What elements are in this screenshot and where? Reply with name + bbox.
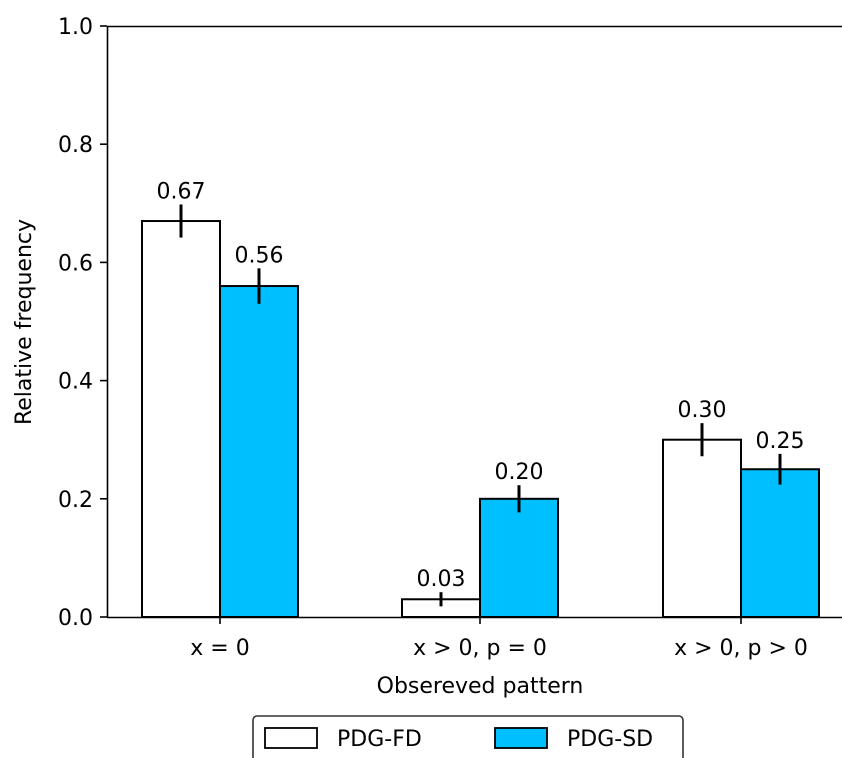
error-bars-layer <box>179 204 782 607</box>
y-tick-label-2: 0.4 <box>58 370 93 395</box>
legend-box <box>252 715 684 758</box>
y-ticks-layer: 0.0 0.2 0.4 0.6 0.8 1.0 <box>58 15 107 631</box>
bar-pdg-fd-0 <box>141 220 221 618</box>
data-label-pdg-sd-2: 0.25 <box>756 429 805 454</box>
y-tick-label-3: 0.6 <box>58 251 93 276</box>
y-tick-label-4: 0.8 <box>58 133 93 158</box>
bar-pdg-sd-0 <box>219 285 299 618</box>
legend-label-pdg-fd: PDG-FD <box>337 727 422 752</box>
y-tick-label-5: 1.0 <box>58 15 93 40</box>
legend: PDG-FD PDG-SD <box>252 715 684 758</box>
x-tick-label-2: x > 0, p > 0 <box>674 636 808 661</box>
bar-pdg-sd-1 <box>479 497 559 618</box>
bars-layer <box>141 220 820 619</box>
y-tick-label-1: 0.2 <box>58 488 93 513</box>
y-axis-label: Relative frequency <box>12 219 37 425</box>
x-tick-label-1: x > 0, p = 0 <box>413 636 547 661</box>
legend-label-pdg-sd: PDG-SD <box>567 727 653 752</box>
data-label-pdg-fd-0: 0.67 <box>157 179 206 204</box>
legend-swatch-pdg-sd <box>494 727 548 749</box>
data-labels-layer: 0.67 0.03 0.30 0.56 0.20 0.25 <box>157 179 805 592</box>
data-label-pdg-fd-2: 0.30 <box>678 398 727 423</box>
x-tick-label-0: x = 0 <box>190 636 249 661</box>
legend-swatch-pdg-fd <box>264 727 318 749</box>
data-label-pdg-fd-1: 0.03 <box>417 567 466 592</box>
bar-pdg-sd-2 <box>740 468 820 618</box>
data-label-pdg-sd-1: 0.20 <box>495 460 544 485</box>
y-tick-label-0: 0.0 <box>58 606 93 631</box>
bar-pdg-fd-2 <box>662 438 742 619</box>
data-label-pdg-sd-0: 0.56 <box>235 243 284 268</box>
x-axis-label: Obsereved pattern <box>377 674 584 699</box>
x-ticks-layer: x = 0 x > 0, p = 0 x > 0, p > 0 <box>190 617 808 661</box>
